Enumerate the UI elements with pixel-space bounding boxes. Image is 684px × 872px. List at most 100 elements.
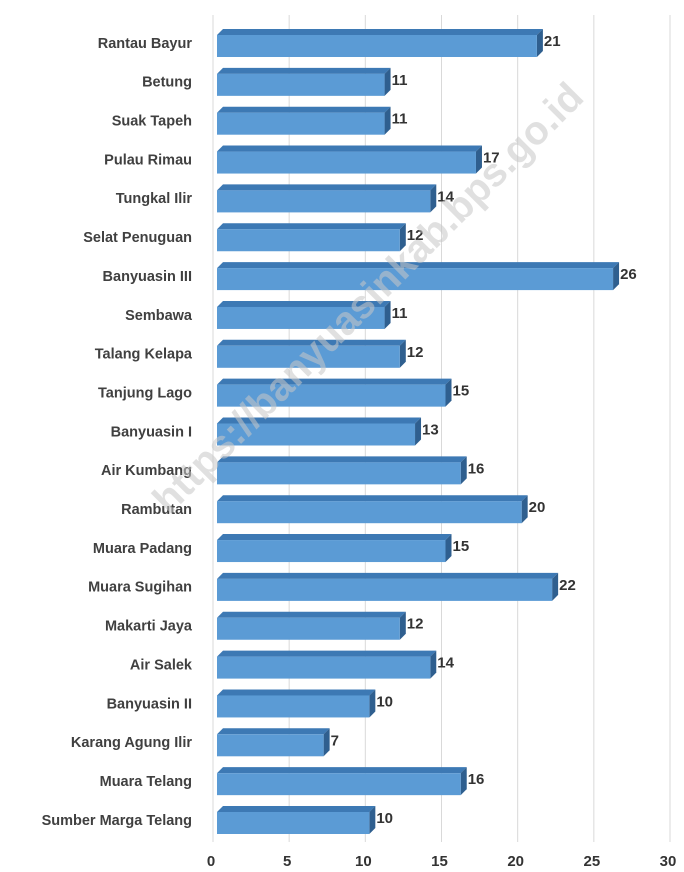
bar-side	[430, 650, 437, 679]
bar	[217, 656, 431, 679]
bar-top	[217, 223, 406, 230]
bar	[217, 268, 614, 291]
bar-side	[399, 611, 406, 640]
bar-top	[217, 767, 467, 774]
y-tick-label: Makarti Jaya	[105, 619, 193, 635]
watermark: https://banyuasinkab.bps.go.id	[144, 74, 592, 522]
bar-side	[323, 728, 330, 757]
bar-side	[384, 300, 391, 329]
y-tick-label: Banyuasin II	[107, 696, 192, 712]
value-label: 11	[392, 72, 408, 89]
bar-top	[217, 689, 376, 696]
y-tick-label: Rantau Bayur	[98, 36, 193, 52]
value-label: 12	[407, 616, 424, 633]
bar	[217, 578, 553, 601]
bar	[217, 229, 400, 252]
value-label: 14	[437, 188, 454, 205]
y-tick-label: Muara Sugihan	[88, 580, 192, 596]
bar	[217, 423, 416, 446]
bar-top	[217, 611, 406, 618]
value-label: 15	[453, 538, 470, 555]
bar-top	[217, 728, 330, 735]
bar-side	[384, 67, 391, 96]
bar-top	[217, 339, 406, 346]
bar-top	[217, 534, 452, 541]
bar-top	[217, 456, 467, 463]
y-tick-label: Rambutan	[121, 502, 192, 518]
bar-top	[217, 184, 437, 191]
bar-side	[536, 29, 543, 57]
x-tick-label: 15	[431, 853, 448, 870]
value-label: 17	[483, 150, 500, 167]
value-label: 21	[544, 33, 561, 50]
x-tick-label: 30	[660, 853, 677, 870]
bar-top	[217, 106, 391, 113]
bar	[217, 151, 476, 174]
bar-top	[217, 67, 391, 74]
y-tick-label: Air Salek	[130, 657, 193, 673]
bar	[217, 73, 385, 96]
value-label: 13	[422, 421, 439, 438]
y-tick-label: Air Kumbang	[101, 463, 192, 479]
bar-side	[399, 223, 406, 252]
value-label: 12	[407, 344, 424, 361]
x-tick-label: 0	[207, 853, 215, 870]
bar-top	[217, 300, 391, 307]
y-tick-label: Sembawa	[125, 308, 193, 324]
bar-side	[613, 262, 620, 291]
x-tick-label: 20	[507, 853, 524, 870]
bar	[217, 345, 400, 368]
bar	[217, 734, 324, 757]
bar-side	[384, 106, 391, 135]
bar	[217, 190, 431, 213]
value-label: 16	[468, 460, 485, 477]
bar	[217, 773, 461, 796]
value-label: 10	[376, 693, 393, 710]
value-label: 22	[559, 577, 576, 594]
bar-side	[369, 689, 376, 718]
y-tick-label: Talang Kelapa	[95, 347, 193, 363]
bar	[217, 462, 461, 485]
bar-top	[217, 29, 543, 35]
x-tick-label: 10	[355, 853, 372, 870]
bar-side	[460, 456, 467, 485]
y-tick-label: Tungkal Ilir	[116, 191, 193, 207]
y-tick-label: Suak Tapeh	[112, 114, 192, 130]
value-label: 14	[437, 655, 454, 672]
y-tick-label: Selat Penuguan	[83, 230, 192, 246]
bar	[217, 501, 522, 524]
y-tick-label: Banyuasin I	[111, 424, 192, 440]
y-tick-label: Pulau Rimau	[104, 152, 192, 168]
bar-side	[460, 767, 467, 796]
x-tick-label: 25	[583, 853, 600, 870]
value-label: 11	[392, 305, 408, 322]
y-tick-label: Karang Agung Ilir	[71, 735, 192, 751]
bar-top	[217, 378, 452, 385]
value-label: 10	[376, 810, 393, 827]
bar-top	[217, 262, 620, 269]
bar	[217, 812, 370, 834]
bar-side	[445, 534, 452, 563]
bar-side	[369, 806, 376, 834]
y-tick-label: Muara Padang	[93, 541, 192, 557]
bar-side	[552, 572, 559, 601]
value-label: 12	[407, 227, 424, 244]
bar-side	[399, 339, 406, 368]
x-tick-label: 5	[283, 853, 291, 870]
bar-top	[217, 806, 376, 812]
value-label: 16	[468, 771, 485, 788]
bar-side	[430, 184, 437, 213]
y-tick-label: Tanjung Lago	[98, 385, 192, 401]
bar	[217, 384, 446, 407]
bar	[217, 35, 537, 57]
value-label: 11	[392, 111, 408, 128]
bar-top	[217, 572, 559, 579]
bar-side	[521, 495, 528, 524]
bar-side	[475, 145, 482, 174]
bar-side	[445, 378, 452, 407]
value-label: 20	[529, 499, 546, 516]
y-tick-label: Muara Telang	[100, 774, 192, 790]
y-tick-label: Banyuasin III	[103, 269, 192, 285]
bar	[217, 695, 370, 718]
